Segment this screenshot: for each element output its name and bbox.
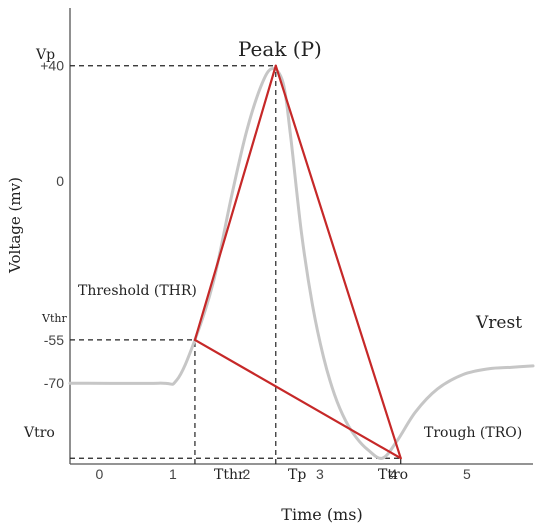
vp-label: Vp xyxy=(35,47,55,63)
tp-label: Tp xyxy=(288,467,306,483)
peak-to-trough-edge xyxy=(274,64,402,460)
trough-to-threshold-edge xyxy=(193,338,402,460)
x-axis-label: Time (ms) xyxy=(281,505,362,524)
y-tick-label-0: 0 xyxy=(56,173,64,189)
y-tick-label-40: +40 xyxy=(40,58,64,74)
vtro-label: Vtro xyxy=(23,425,55,441)
x-tick-label-2: 2 xyxy=(242,466,250,482)
ttro-label: Ttro xyxy=(378,467,408,483)
threshold-to-peak-edge xyxy=(193,64,277,341)
tick-labels: 0 1 2 3 4 5 +40 0 -55 -70 xyxy=(40,58,471,482)
vthr-label: Vthr xyxy=(41,312,67,325)
triangle-edges xyxy=(193,64,402,460)
peak-label: Peak (P) xyxy=(238,37,322,61)
action-potential-curve xyxy=(68,67,535,460)
y-tick-label-neg55: -55 xyxy=(44,332,64,348)
x-tick-label-3: 3 xyxy=(316,466,324,482)
trough-label: Trough (TRO) xyxy=(424,425,522,441)
reference-lines xyxy=(70,65,402,464)
y-axis-label: Voltage (mv) xyxy=(6,177,24,274)
threshold-label: Threshold (THR) xyxy=(78,283,197,299)
x-tick-label-1: 1 xyxy=(169,466,177,482)
vrest-label: Vrest xyxy=(475,313,522,333)
x-tick-label-5: 5 xyxy=(463,466,471,482)
x-tick-label-4: 4 xyxy=(389,466,397,482)
x-tick-label-0: 0 xyxy=(95,466,103,482)
tthr-label: Tthr xyxy=(214,467,245,483)
y-tick-label-neg70: -70 xyxy=(44,375,64,391)
